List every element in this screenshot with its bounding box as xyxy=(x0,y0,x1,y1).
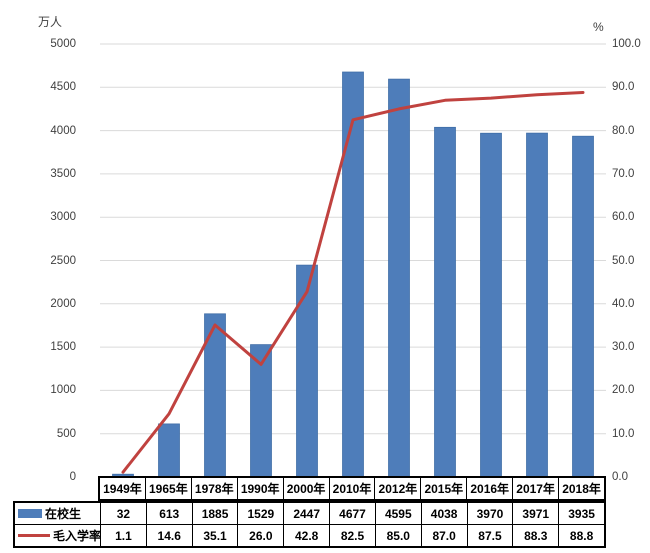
legend-cell-在校生: 在校生 xyxy=(15,503,100,524)
value-cell-在校生: 1885 xyxy=(192,503,238,524)
left-axis-tick-1500: 1500 xyxy=(50,341,76,354)
right-axis-tick-60: 60.0 xyxy=(612,211,635,224)
value-cell-在校生: 32 xyxy=(101,503,146,524)
year-header-cell: 1990年 xyxy=(237,478,283,499)
bar-2016年 xyxy=(480,132,502,478)
value-cell-毛入学率: 88.8 xyxy=(559,525,604,546)
value-cell-毛入学率: 82.5 xyxy=(330,525,375,546)
right-axis-tick-50: 50.0 xyxy=(612,254,635,267)
value-cell-毛入学率: 87.0 xyxy=(421,525,467,546)
value-cell-毛入学率: 14.6 xyxy=(146,525,192,546)
left-axis-tick-4000: 4000 xyxy=(50,124,76,137)
right-axis-tick-30: 30.0 xyxy=(612,341,635,354)
left-axis-title: 万人 xyxy=(38,15,63,29)
legend-label: 毛入学率 xyxy=(53,529,100,543)
year-header-cell: 2015年 xyxy=(421,478,467,499)
left-axis-tick-500: 500 xyxy=(56,427,76,440)
table-year-header-row: 1949年 1965年 1978年 1990年 2000年 2010年 2012年 2015年… xyxy=(98,476,606,501)
right-axis-tick-70: 70.0 xyxy=(612,167,635,180)
table-body: 在校生 32 613 1885 1529 2447 4677 4595 4038 3970 3971… xyxy=(13,501,606,548)
legend-cell-毛入学率: 毛入学率 xyxy=(15,525,100,546)
left-axis-tick-2000: 2000 xyxy=(50,297,76,310)
right-axis-tick-0: 0.0 xyxy=(612,471,628,483)
bar-2017年 xyxy=(526,132,548,478)
right-axis-tick-90: 90.0 xyxy=(612,81,635,94)
year-header-cell: 1965年 xyxy=(145,478,191,499)
value-cell-毛入学率: 1.1 xyxy=(101,525,146,546)
value-cell-在校生: 3970 xyxy=(467,503,513,524)
trend-line-毛入学率 xyxy=(121,91,585,474)
bar-swatch-icon xyxy=(18,509,42,518)
right-axis-title: % xyxy=(593,20,604,34)
value-cell-在校生: 4677 xyxy=(330,503,375,524)
bar-2012年 xyxy=(388,78,410,478)
left-axis-tick-0: 0 xyxy=(69,471,76,483)
value-cell-在校生: 2447 xyxy=(284,503,330,524)
right-axis-tick-20: 20.0 xyxy=(612,384,635,397)
value-cell-在校生: 3971 xyxy=(513,503,559,524)
legend-label: 在校生 xyxy=(45,507,82,521)
value-cell-毛入学率: 42.8 xyxy=(284,525,330,546)
left-axis-tick-1000: 1000 xyxy=(50,384,76,397)
value-cell-毛入学率: 85.0 xyxy=(375,525,421,546)
left-axis-tick-3500: 3500 xyxy=(50,167,76,180)
value-cell-毛入学率: 88.3 xyxy=(513,525,559,546)
bar-2015年 xyxy=(434,126,456,478)
left-axis-tick-5000: 5000 xyxy=(50,38,76,50)
year-header-cell: 2010年 xyxy=(329,478,375,499)
left-axis-tick-3000: 3000 xyxy=(50,211,76,224)
year-header-cell: 2000年 xyxy=(283,478,329,499)
bar-1965年 xyxy=(158,423,180,478)
year-header-cell: 1978年 xyxy=(191,478,237,499)
value-cell-毛入学率: 87.5 xyxy=(467,525,513,546)
year-header-cell: 2017年 xyxy=(513,478,559,499)
left-axis-tick-4500: 4500 xyxy=(50,81,76,94)
year-header-cell: 2016年 xyxy=(467,478,513,499)
value-cell-在校生: 4038 xyxy=(421,503,467,524)
value-cell-毛入学率: 26.0 xyxy=(238,525,284,546)
left-axis-tick-2500: 2500 xyxy=(50,254,76,267)
year-header-cell: 2012年 xyxy=(375,478,421,499)
year-header-cell: 1949年 xyxy=(100,478,145,499)
right-axis-tick-100: 100.0 xyxy=(612,38,641,50)
line-swatch-icon xyxy=(18,534,50,537)
bar-2018年 xyxy=(572,135,594,478)
right-axis-tick-10: 10.0 xyxy=(612,427,635,440)
value-cell-毛入学率: 35.1 xyxy=(192,525,238,546)
bar-2010年 xyxy=(342,71,364,478)
value-cell-在校生: 613 xyxy=(146,503,192,524)
value-cell-在校生: 3935 xyxy=(559,503,604,524)
year-header-cell: 2018年 xyxy=(559,478,604,499)
value-cell-在校生: 4595 xyxy=(375,503,421,524)
bar-2000年 xyxy=(296,264,318,478)
right-axis-tick-40: 40.0 xyxy=(612,297,635,310)
right-axis-tick-80: 80.0 xyxy=(612,124,635,137)
value-cell-在校生: 1529 xyxy=(238,503,284,524)
